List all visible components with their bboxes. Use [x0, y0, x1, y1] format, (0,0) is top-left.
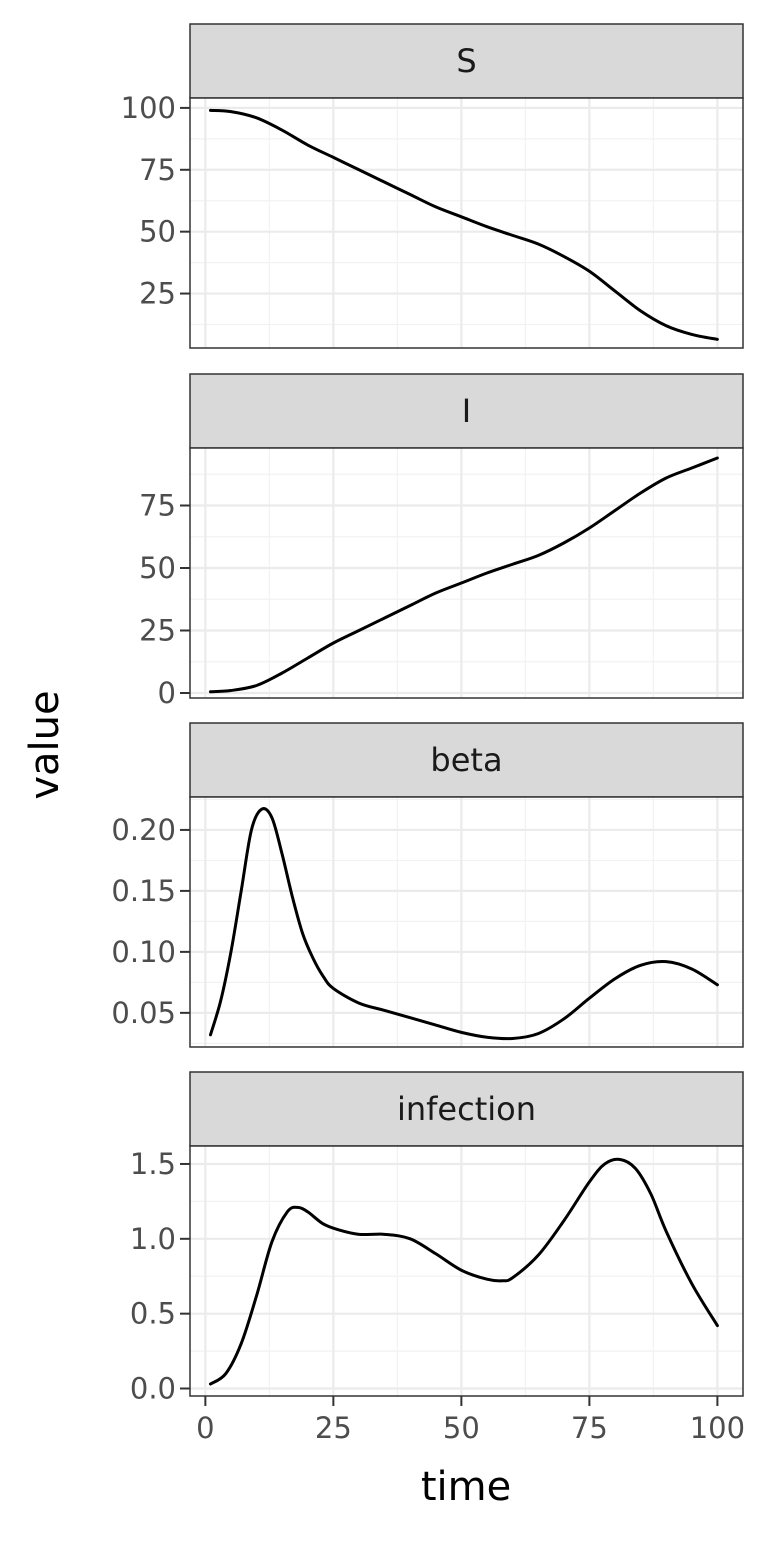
series-line-infection — [208, 1157, 719, 1386]
grid-lines — [190, 448, 743, 698]
grid-lines — [190, 98, 743, 348]
y-tick-label: 50 — [139, 215, 176, 249]
y-tick-label: 100 — [121, 91, 176, 125]
y-axis-title: value — [22, 690, 68, 799]
x-tick-label: 75 — [571, 1411, 608, 1445]
x-tick-label: 0 — [196, 1411, 214, 1445]
y-tick-label: 0.0 — [130, 1372, 176, 1406]
panel-border — [189, 796, 744, 1048]
x-tick-label: 25 — [315, 1411, 352, 1445]
series-line-S — [208, 108, 719, 341]
y-tick-label: 75 — [139, 153, 176, 187]
y-tick-label: 25 — [139, 277, 176, 311]
facet-strip — [189, 1071, 744, 1147]
y-tick-label: 50 — [139, 551, 176, 585]
y-tick-label: 1.0 — [130, 1222, 176, 1256]
grid-lines — [190, 797, 743, 1047]
panels-layer: S 25 50 75 100 I 0 25 50 75 beta 0.05 0.10 0.15 0.20 in… — [111, 23, 744, 1406]
series-line-beta — [208, 807, 719, 1041]
plot-background — [190, 98, 743, 348]
y-tick-label: 0.5 — [130, 1297, 176, 1331]
plot-background — [190, 448, 743, 698]
panel-border — [189, 1145, 744, 1397]
panel-border — [189, 97, 744, 349]
facet-strip — [189, 23, 744, 99]
grid-lines — [190, 1146, 743, 1396]
facet-strip — [189, 373, 744, 449]
y-tick-label: 25 — [139, 614, 176, 648]
x-axis: 0 25 50 75 100 — [196, 1396, 745, 1445]
facet-panel-S: S 25 50 75 100 — [121, 23, 744, 349]
facet-strip-label: beta — [430, 741, 502, 779]
y-tick-label: 0 — [158, 676, 176, 710]
y-tick-label: 75 — [139, 489, 176, 523]
panel-border — [189, 447, 744, 699]
x-axis-title: time — [421, 1464, 511, 1510]
y-tick-label: 0.10 — [111, 935, 176, 969]
facet-panel-beta: beta 0.05 0.10 0.15 0.20 — [111, 722, 744, 1048]
y-tick-label: 0.20 — [111, 813, 176, 847]
facet-strip-label: I — [462, 392, 471, 430]
facet-strip-label: S — [456, 42, 476, 80]
plot-background — [190, 797, 743, 1047]
y-tick-label: 0.15 — [111, 874, 176, 908]
series-line-I — [208, 456, 719, 694]
y-tick-label: 1.5 — [130, 1147, 176, 1181]
x-tick-label: 50 — [443, 1411, 480, 1445]
x-tick-label: 100 — [690, 1411, 745, 1445]
facet-panel-infection: infection 0.0 0.5 1.0 1.5 — [130, 1071, 744, 1406]
y-tick-label: 0.05 — [111, 996, 176, 1030]
facet-panel-I: I 0 25 50 75 — [139, 373, 744, 710]
facet-strip — [189, 722, 744, 798]
facet-strip-label: infection — [397, 1090, 536, 1128]
